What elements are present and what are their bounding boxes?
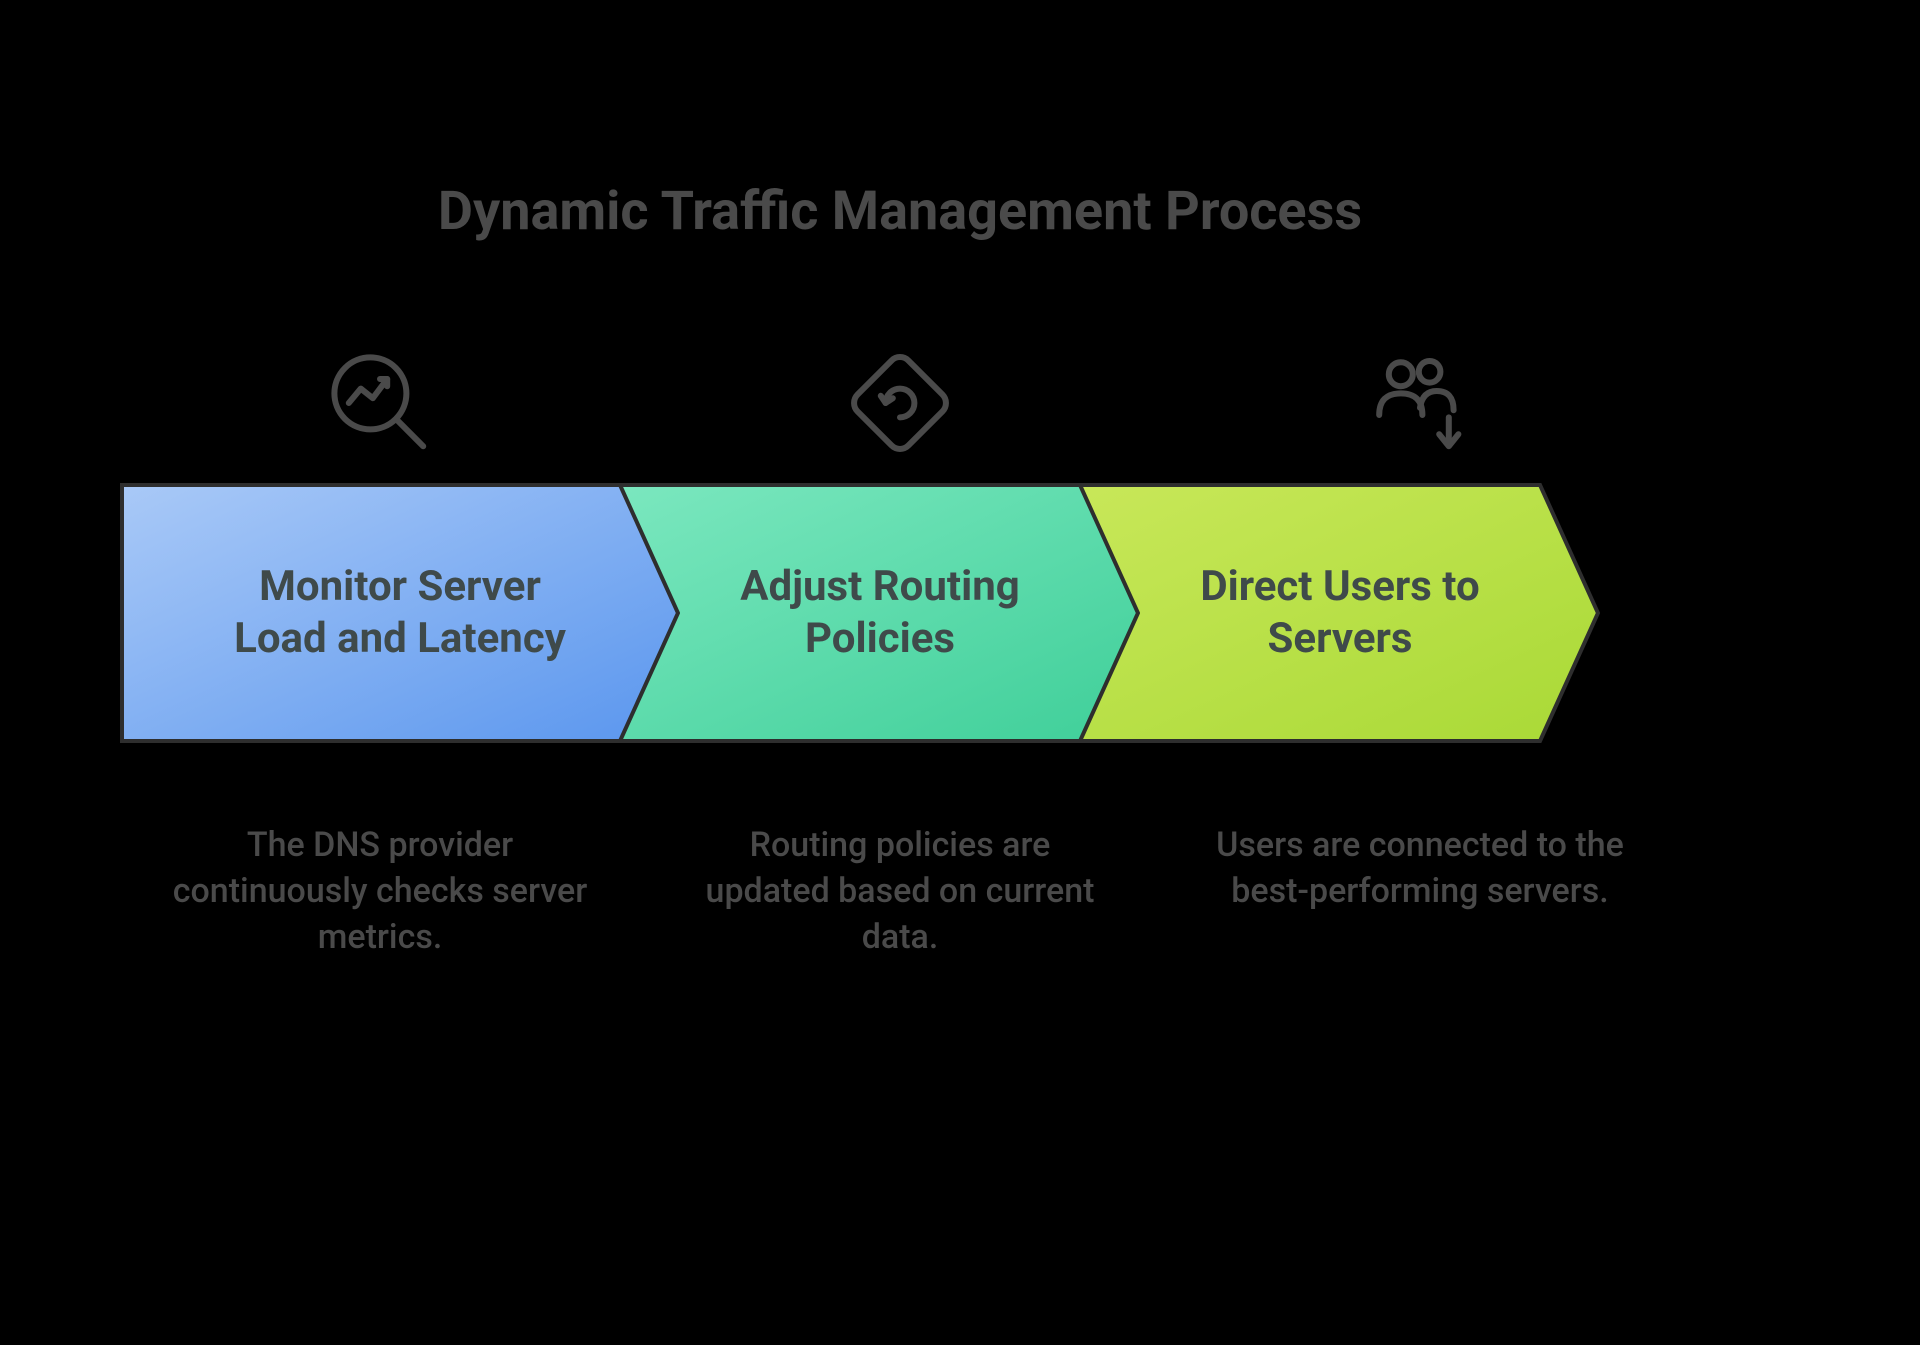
icon-cell-1 bbox=[120, 343, 640, 463]
diagram-title: Dynamic Traffic Management Process bbox=[120, 180, 1680, 243]
chevron-row: Monitor Server Load and Latency Adjust R… bbox=[120, 483, 1800, 743]
caption-text: The DNS provider continuously checks ser… bbox=[170, 823, 590, 961]
caption-cell-2: Routing policies are updated based on cu… bbox=[640, 823, 1160, 961]
users-down-icon bbox=[1360, 343, 1480, 463]
caption-row: The DNS provider continuously checks ser… bbox=[120, 823, 1800, 961]
caption-cell-1: The DNS provider continuously checks ser… bbox=[120, 823, 640, 961]
chevron-step-1: Monitor Server Load and Latency bbox=[120, 483, 680, 743]
chevron-label: Direct Users to Servers bbox=[1120, 561, 1560, 666]
icon-cell-2 bbox=[640, 343, 1160, 463]
diagram-canvas: Dynamic Traffic Management Process bbox=[120, 180, 1800, 961]
caption-text: Users are connected to the best-performi… bbox=[1210, 823, 1630, 961]
caption-cell-3: Users are connected to the best-performi… bbox=[1160, 823, 1680, 961]
monitor-graph-icon bbox=[320, 343, 440, 463]
refresh-diamond-icon bbox=[840, 343, 960, 463]
chevron-label: Monitor Server Load and Latency bbox=[180, 561, 620, 666]
icon-cell-3 bbox=[1160, 343, 1680, 463]
caption-text: Routing policies are updated based on cu… bbox=[690, 823, 1110, 961]
icon-row bbox=[120, 333, 1800, 473]
chevron-label: Adjust Routing Policies bbox=[660, 561, 1100, 666]
